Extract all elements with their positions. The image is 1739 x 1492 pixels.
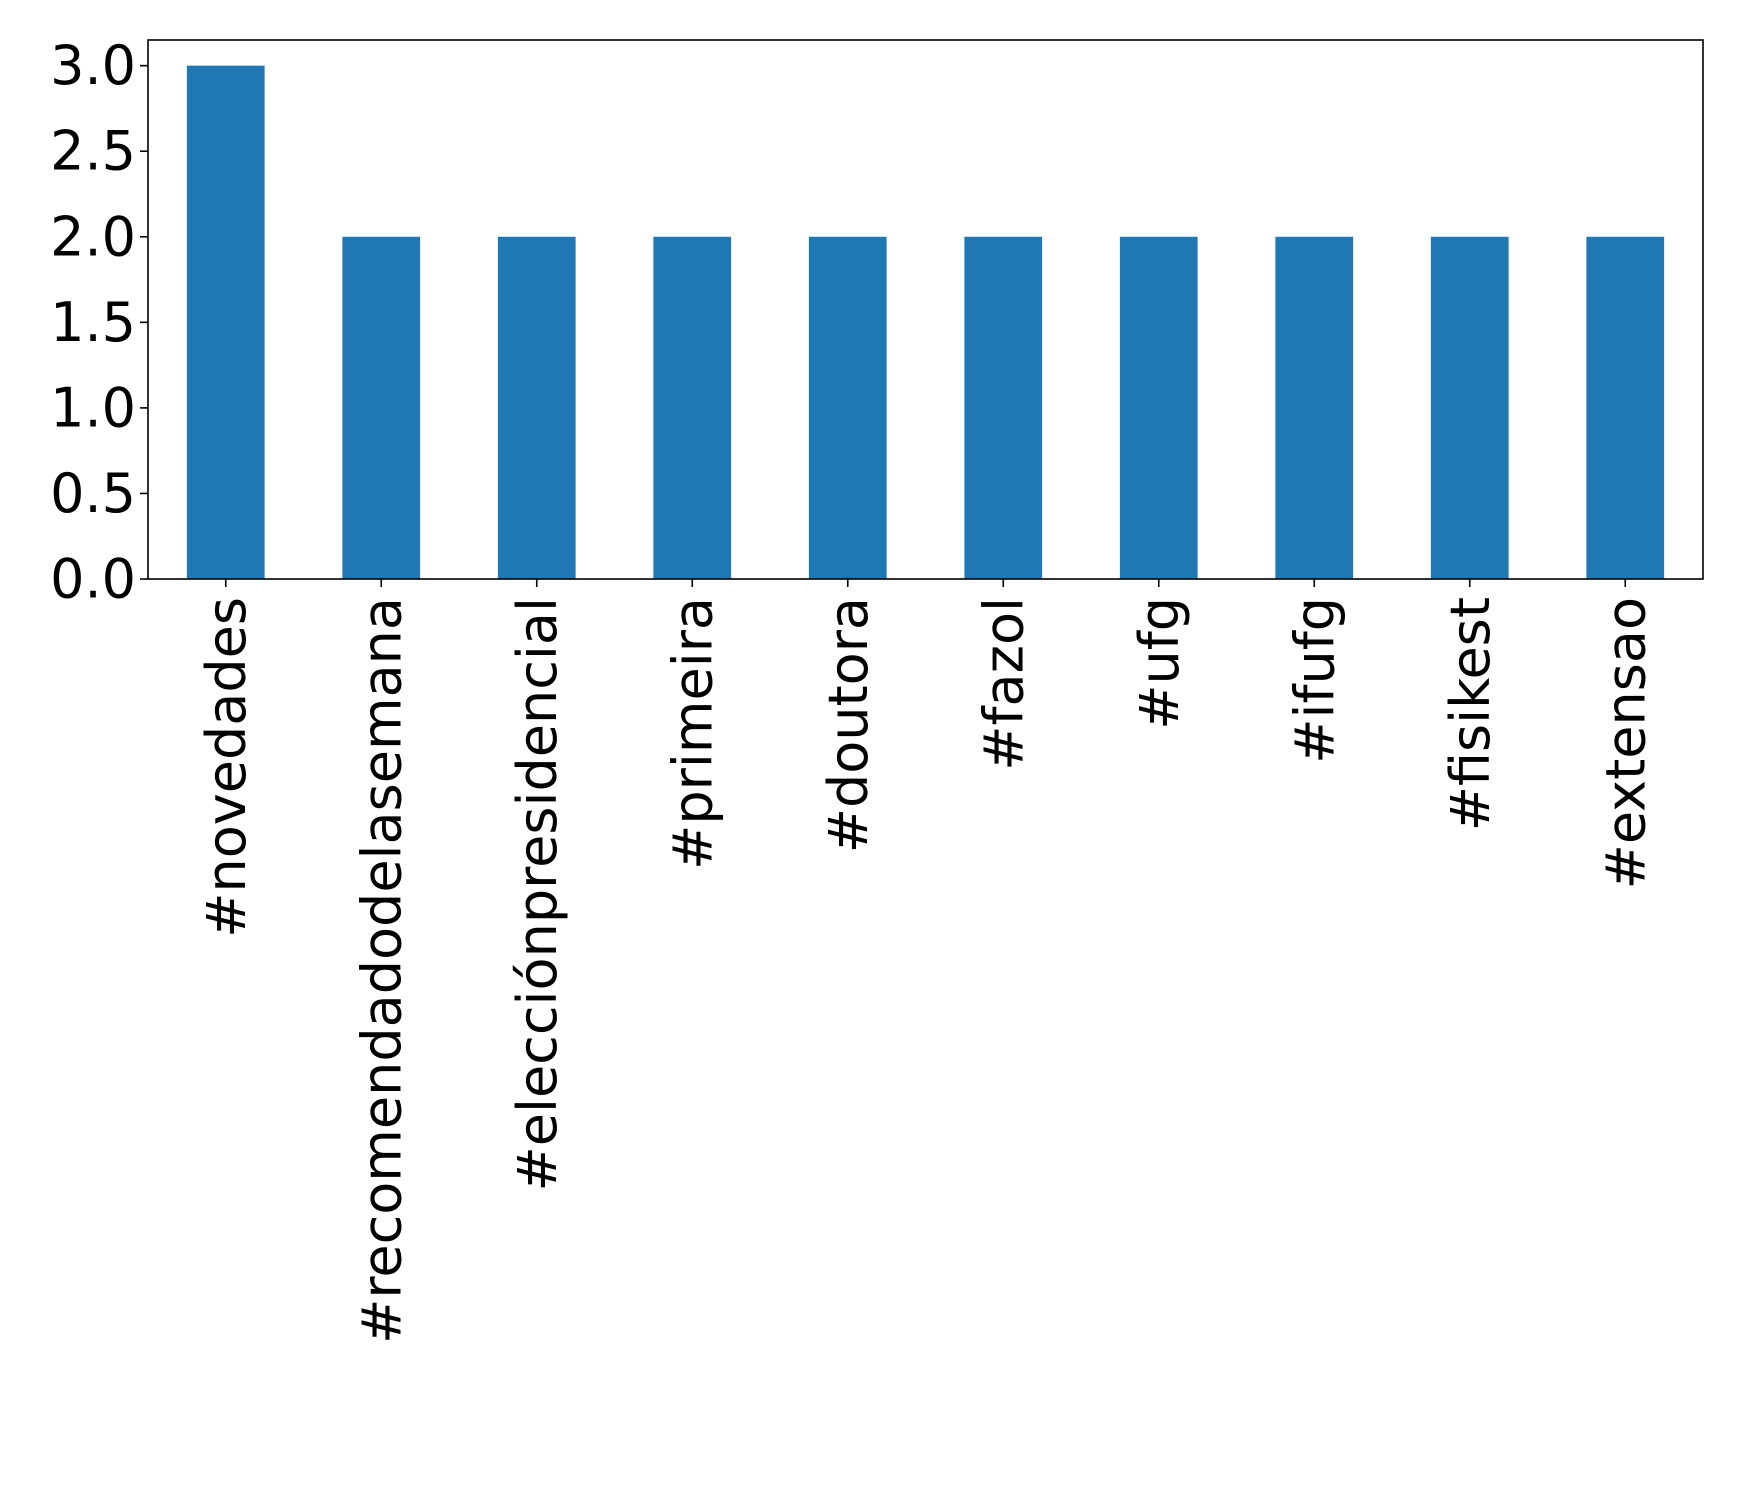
x-tick-label-6: #ufg bbox=[1128, 597, 1191, 730]
bar-3 bbox=[653, 236, 732, 579]
bar-0 bbox=[186, 65, 265, 579]
bar-9 bbox=[1586, 236, 1665, 579]
bar-8 bbox=[1430, 236, 1509, 579]
y-tick-label-1: 0.5 bbox=[50, 462, 136, 525]
x-tick-label-7: #ifufg bbox=[1283, 597, 1346, 764]
y-tick-label-3: 1.5 bbox=[50, 291, 136, 354]
bars-group bbox=[186, 65, 1665, 579]
y-tick-label-6: 3.0 bbox=[50, 34, 136, 97]
x-tick-label-8: #fisikest bbox=[1439, 597, 1502, 831]
x-tick-label-2: #elecciónpresidencial bbox=[506, 597, 569, 1192]
x-axis: #novedades #recomendadodelasemana #elecció… bbox=[195, 579, 1657, 1344]
x-tick-label-3: #primeira bbox=[661, 597, 724, 870]
y-tick-label-0: 0.0 bbox=[50, 548, 136, 611]
bar-6 bbox=[1119, 236, 1198, 579]
y-axis: 0.0 0.5 1.0 1.5 2.0 2.5 3.0 bbox=[50, 34, 148, 611]
x-tick-label-9: #extensao bbox=[1594, 597, 1657, 889]
plot-frame bbox=[147, 39, 1704, 580]
x-tick-label-0: #novedades bbox=[195, 597, 258, 938]
x-tick-label-5: #fazol bbox=[972, 597, 1035, 771]
x-tick-label-4: #doutora bbox=[817, 597, 880, 853]
bar-5 bbox=[964, 236, 1043, 579]
bar-2 bbox=[497, 236, 576, 579]
bar-1 bbox=[342, 236, 421, 579]
y-tick-label-4: 2.0 bbox=[50, 205, 136, 268]
y-tick-label-2: 1.0 bbox=[50, 376, 136, 439]
x-tick-label-1: #recomendadodelasemana bbox=[350, 597, 413, 1344]
bar-7 bbox=[1275, 236, 1354, 579]
y-tick-label-5: 2.5 bbox=[50, 120, 136, 183]
bar-4 bbox=[808, 236, 887, 579]
